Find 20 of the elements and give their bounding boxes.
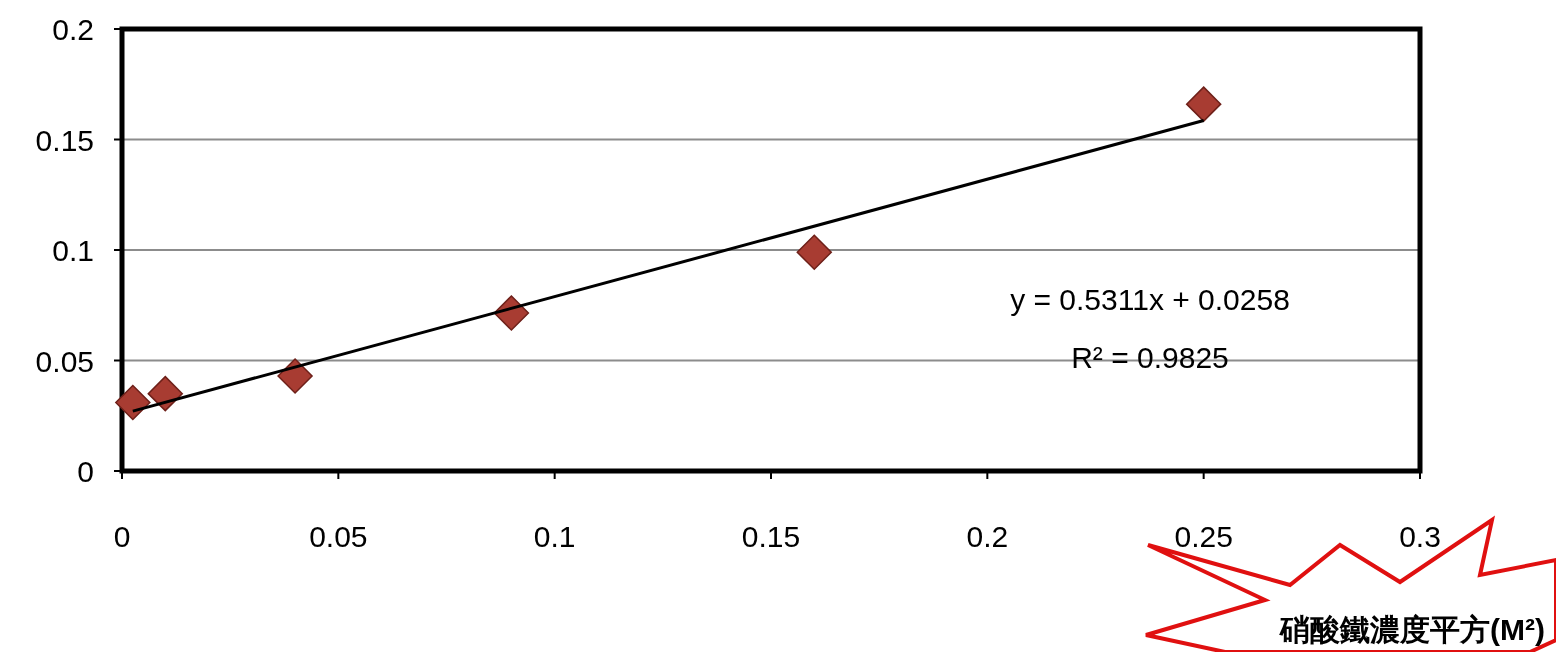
annotation: y = 0.5311x + 0.0258 <box>1010 283 1290 316</box>
x-tick-label: 0.05 <box>309 520 368 553</box>
point <box>147 375 184 412</box>
x-tick-label: 0.25 <box>1174 520 1233 553</box>
x-tick-label: 0.15 <box>741 520 801 553</box>
y-tick-label: 0.15 <box>35 123 94 157</box>
point <box>277 358 313 394</box>
x-tick-label: 0 <box>113 520 131 553</box>
point <box>1185 86 1222 122</box>
y-tick-label: 0.05 <box>35 344 94 378</box>
x-tick-label: 0.3 <box>1399 520 1441 553</box>
y-tick-label: 0 <box>77 455 94 488</box>
annotation: R² = 0.9825 <box>1071 341 1229 374</box>
x-axis-title: 硝酸鐵濃度平方(M²) <box>1279 613 1545 646</box>
point <box>796 234 833 270</box>
point <box>115 384 151 421</box>
x-tick-label: 0.1 <box>533 520 576 553</box>
y-tick-label: 0.2 <box>52 13 94 46</box>
x-tick-label: 0.2 <box>966 520 1009 553</box>
y-tick-label: 0.1 <box>52 234 94 267</box>
